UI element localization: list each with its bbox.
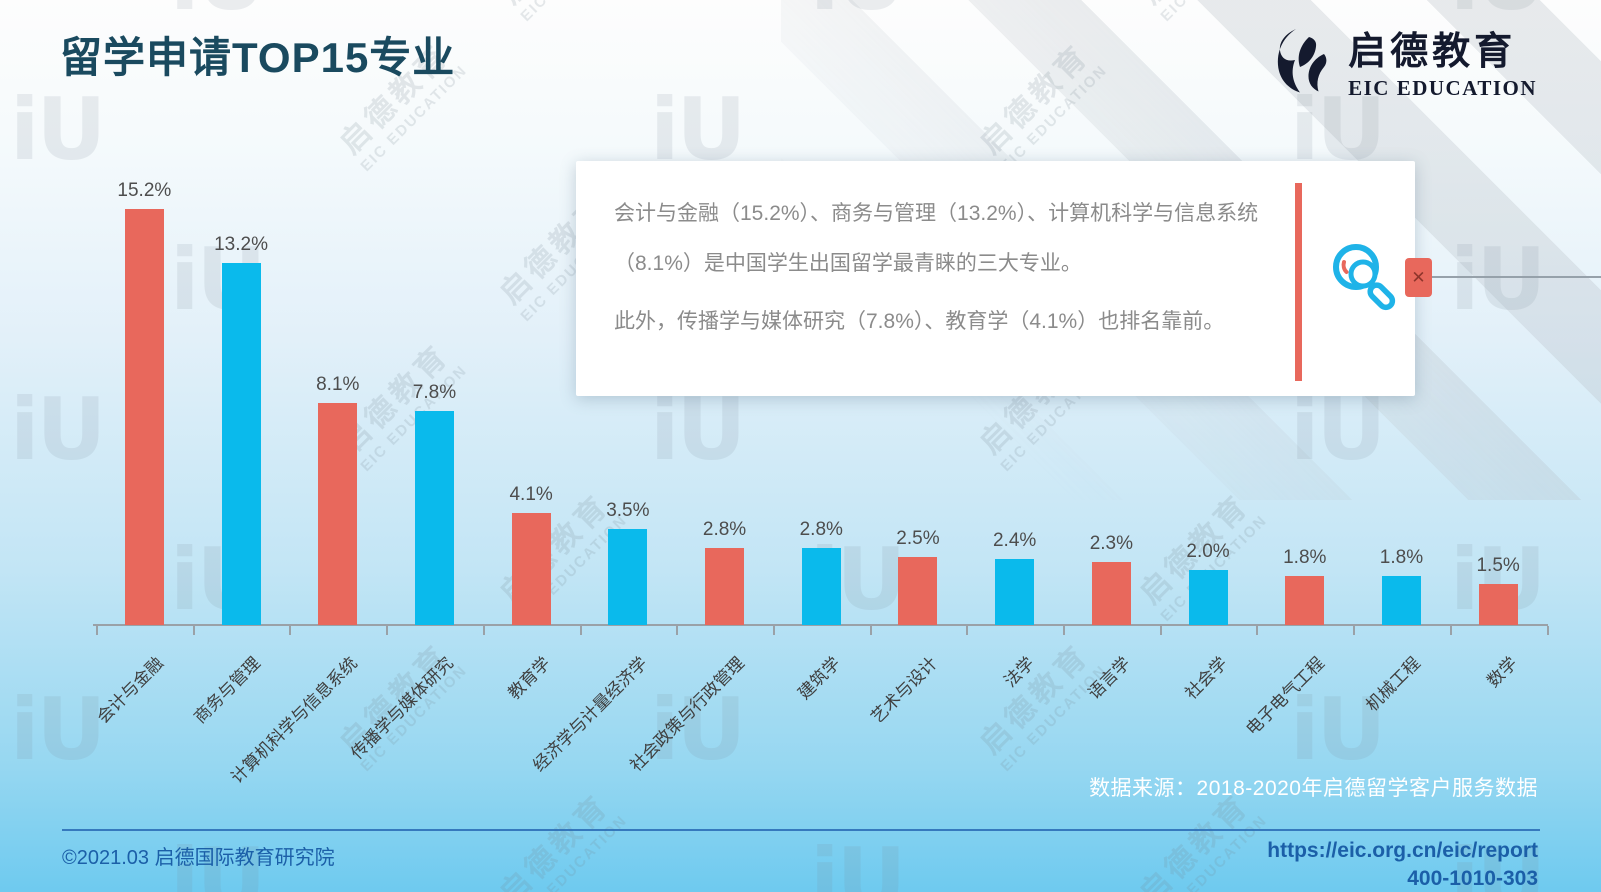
axis-tick — [482, 626, 485, 635]
phone-number: 400-1010-303 — [1407, 867, 1538, 890]
bar-value-label: 1.8% — [1283, 546, 1327, 568]
axis-tick — [1063, 626, 1065, 635]
eic-logo-text: 启德教育 EIC EDUCATION — [1348, 20, 1537, 101]
category-label: 艺术与设计 — [867, 653, 941, 728]
x-axis-line — [93, 624, 1548, 626]
bar-value-label: 3.5% — [606, 500, 650, 522]
data-source-note: 数据来源：2018-2020年启德留学客户服务数据 — [1089, 777, 1538, 800]
axis-tick — [869, 626, 872, 635]
chart-bar — [898, 556, 938, 625]
category-label: 社会学 — [1181, 653, 1232, 704]
axis-tick — [1353, 626, 1356, 635]
chart-bar — [1381, 575, 1421, 625]
callout-divider-bar — [1295, 183, 1302, 381]
axis-tick — [579, 626, 582, 635]
footer-divider-line — [62, 829, 1540, 831]
bar-value-label: 2.0% — [1186, 541, 1230, 563]
chart-bar — [1285, 575, 1325, 625]
chart-bar — [414, 411, 454, 625]
bar-value-label: 15.2% — [117, 179, 172, 201]
category-label: 教育学 — [504, 653, 555, 704]
chart-bar — [1478, 583, 1518, 625]
chart-bar — [1091, 561, 1131, 625]
logo-name-cn: 启德教育 — [1348, 31, 1517, 73]
bar-value-label: 8.1% — [316, 374, 360, 396]
chart-bar — [511, 512, 551, 625]
callout-card: 会计与金融（15.2%）、商务与管理（13.2%）、计算机科学与信息系统（8.1… — [576, 161, 1415, 396]
eic-logo-icon — [1277, 28, 1327, 92]
bar-value-label: 7.8% — [412, 382, 457, 404]
chart-bar — [801, 548, 841, 625]
axis-tick — [96, 626, 98, 635]
axis-tick — [676, 626, 679, 635]
chart-bar — [221, 263, 261, 625]
axis-tick — [1546, 626, 1549, 635]
callout-paragraph-2: 此外，传播学与媒体研究（7.8%）、教育学（4.1%）也排名靠前。 — [614, 310, 1225, 333]
category-label: 机械工程 — [1362, 653, 1425, 716]
chart-bar — [124, 208, 164, 625]
footer-contact: https://eic.org.cn/eic/report 400-1010-3… — [1267, 837, 1538, 892]
callout-text: 会计与金融（15.2%）、商务与管理（13.2%）、计算机科学与信息系统（8.1… — [614, 189, 1286, 347]
report-url: https://eic.org.cn/eic/report — [1267, 839, 1538, 862]
copyright-text: ©2021.03 启德国际教育研究院 — [62, 847, 335, 869]
clip-icon: ✕ — [1405, 258, 1432, 297]
chart-bar — [1188, 570, 1228, 625]
bar-value-label: 2.8% — [799, 519, 843, 541]
connector-line — [1429, 276, 1601, 278]
bar-value-label: 2.8% — [702, 519, 747, 541]
bar-value-label: 2.3% — [1089, 532, 1133, 554]
callout-paragraph-1: 会计与金融（15.2%）、商务与管理（13.2%）、计算机科学与信息系统（8.1… — [614, 202, 1259, 275]
page-title: 留学申请TOP15专业 — [60, 34, 456, 81]
magnifier-icon — [1333, 244, 1396, 311]
chart-bar — [608, 529, 648, 625]
axis-tick — [1159, 626, 1162, 635]
bar-value-label: 13.2% — [214, 234, 268, 256]
chart-bar — [318, 403, 358, 625]
axis-tick — [966, 626, 969, 635]
axis-tick — [289, 626, 292, 635]
chart-bar — [705, 548, 745, 625]
axis-tick — [192, 626, 195, 635]
axis-tick — [386, 626, 389, 635]
axis-tick — [1256, 626, 1259, 635]
eic-logo: 启德教育 EIC EDUCATION — [1272, 20, 1537, 101]
bar-value-label: 2.4% — [992, 530, 1037, 552]
category-label: 数学 — [1483, 653, 1522, 692]
bar-value-label: 1.8% — [1379, 546, 1424, 568]
bar-value-label: 2.5% — [896, 527, 940, 549]
category-label: 建筑学 — [794, 653, 845, 704]
category-label: 语言学 — [1084, 653, 1135, 704]
chart-bar — [995, 559, 1035, 625]
bar-value-label: 4.1% — [509, 483, 553, 505]
category-label: 法学 — [1000, 653, 1038, 692]
category-label: 商务与管理 — [190, 653, 265, 728]
axis-tick — [772, 626, 775, 635]
logo-name-en: EIC EDUCATION — [1348, 76, 1537, 100]
category-label: 会计与金融 — [93, 653, 168, 728]
bar-value-label: 1.5% — [1476, 554, 1520, 576]
category-label: 电子电气工程 — [1242, 653, 1328, 740]
axis-tick — [1449, 626, 1452, 635]
